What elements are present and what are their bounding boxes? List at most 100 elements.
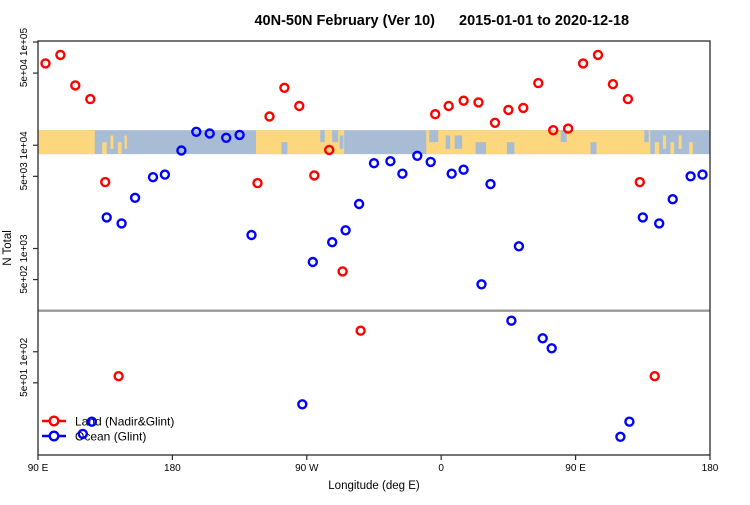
ocean-point	[327, 236, 338, 248]
land-point	[548, 124, 559, 136]
y-tick-label: 5e+03	[19, 162, 30, 191]
legend: Land (Nadir&Glint) Ocean (Glint)	[42, 415, 174, 444]
island-patch	[102, 142, 107, 155]
ocean-point	[458, 164, 469, 175]
inland-water-patch	[506, 142, 515, 155]
x-tick-label: 90 W	[295, 463, 319, 474]
ocean-point	[546, 343, 557, 354]
plot-frame	[37, 40, 711, 456]
land-point	[40, 58, 51, 69]
y-axis-label: N Total	[2, 230, 14, 266]
ocean-point	[654, 218, 665, 229]
y-tick-label: 5e+04	[19, 59, 30, 88]
x-tick-label: 90 E	[565, 463, 586, 474]
chart-title-dates: 2015-01-01 to 2020-12-18	[459, 13, 629, 29]
ocean-point	[77, 428, 89, 440]
ocean-point	[340, 225, 351, 236]
land-point	[473, 97, 484, 108]
x-tick-label: 180	[164, 463, 181, 474]
ocean-point	[506, 315, 517, 326]
ocean-point	[220, 132, 232, 144]
y-tick-label: 1e+04	[19, 131, 30, 160]
inland-water-patch	[590, 142, 597, 155]
land-point	[489, 117, 501, 129]
island-patch	[670, 142, 675, 155]
x-tick-label: 0	[438, 463, 444, 474]
x-axis-label: Longitude (deg E)	[328, 480, 420, 492]
ocean-point	[385, 155, 396, 167]
land-point	[430, 108, 441, 120]
ocean-point	[397, 168, 408, 179]
land-point	[309, 170, 320, 181]
ocean-point	[513, 241, 525, 252]
inland-water-patch	[475, 142, 486, 155]
ocean-point	[425, 156, 436, 168]
land-point	[622, 93, 634, 105]
land-point	[533, 77, 544, 89]
land-point	[294, 100, 305, 112]
data-points	[40, 49, 708, 442]
ocean-point	[159, 169, 171, 180]
land-point	[518, 102, 529, 114]
ocean-point	[476, 279, 487, 290]
legend-land-marker	[48, 415, 60, 427]
ocean-point	[116, 218, 127, 229]
legend-land-label: Land (Nadir&Glint)	[75, 415, 174, 429]
inland-water-patch	[339, 135, 344, 149]
island-patch	[689, 142, 693, 155]
land-strip	[256, 130, 345, 155]
ocean-point	[86, 416, 98, 427]
ocean-point	[685, 171, 696, 182]
y-tick-label: 1e+02	[19, 337, 30, 366]
ocean-point	[307, 256, 318, 268]
ocean-point	[697, 169, 708, 180]
y-tick-label: 1e+05	[19, 28, 30, 57]
inland-water-patch	[281, 142, 288, 155]
ocean-point	[368, 157, 380, 169]
land-point	[264, 111, 275, 122]
land-point	[113, 371, 124, 382]
land-point	[85, 93, 96, 105]
ocean-point	[485, 178, 496, 190]
land-point	[355, 325, 366, 336]
inland-water-patch	[429, 130, 439, 143]
y-tick-label: 5e+01	[19, 368, 30, 397]
inland-water-patch	[560, 130, 567, 143]
ocean-point	[537, 333, 548, 344]
land-point	[649, 371, 660, 382]
x-tick-label: 90 E	[28, 463, 49, 474]
ocean-point	[176, 145, 187, 156]
ocean-point	[234, 129, 245, 141]
land-point	[337, 266, 348, 277]
ocean-point	[246, 229, 257, 241]
land-strip	[38, 130, 95, 155]
axis-ticks: 90 E 180 90 W 0 90 E 180 1e+05 5e+04 1e+04 5e+03 1…	[19, 28, 719, 474]
ocean-point	[624, 416, 635, 427]
island-patch	[678, 135, 682, 149]
ocean-point	[147, 171, 159, 183]
chart-title: 40N-50N February (Ver 10)	[254, 13, 435, 29]
land-point	[577, 58, 589, 69]
land-point	[592, 49, 604, 61]
ocean-point	[637, 212, 648, 223]
island-patch	[662, 135, 666, 149]
inland-water-patch	[445, 135, 451, 149]
land-point	[503, 104, 514, 116]
y-tick-label: 5e+02	[19, 265, 30, 294]
ocean-point	[129, 192, 141, 204]
land-point	[70, 80, 81, 91]
ocean-point	[297, 399, 308, 410]
ocean-point	[667, 193, 678, 205]
land-ocean-map-band	[38, 130, 710, 155]
land-point	[252, 177, 263, 189]
ocean-point	[615, 431, 626, 442]
legend-ocean-label: Ocean (Glint)	[75, 430, 146, 444]
ocean-point	[412, 150, 423, 162]
land-point	[99, 176, 111, 188]
island-patch	[110, 135, 114, 149]
ocean-point	[204, 128, 215, 139]
land-point	[562, 123, 574, 134]
land-point	[324, 144, 335, 156]
